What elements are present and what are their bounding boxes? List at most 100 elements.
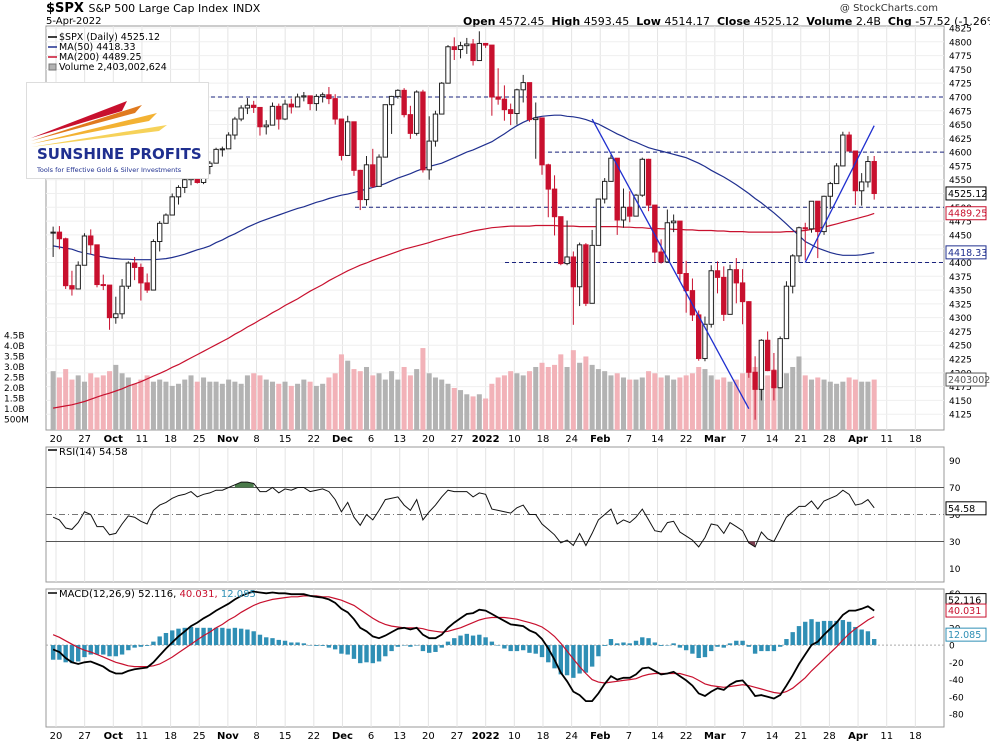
candle-body — [376, 156, 382, 187]
candle-body — [865, 161, 871, 183]
x-tick-label: 11 — [136, 731, 149, 742]
x-tick-label: 14 — [651, 731, 664, 742]
x-tick-label: 21 — [794, 434, 807, 445]
macd-histogram-bar — [364, 645, 369, 663]
x-tick-label: 6 — [368, 731, 374, 742]
volume-bar — [658, 377, 664, 430]
candle-body — [727, 269, 733, 315]
candle-body — [790, 255, 796, 287]
candle-body — [689, 290, 696, 316]
candle-body — [131, 262, 138, 268]
macd-histogram-bar — [358, 645, 363, 664]
volume-bar — [783, 373, 789, 430]
macd-histogram-bar — [489, 641, 495, 646]
volume-bar — [81, 381, 87, 430]
volume-bar — [188, 375, 194, 430]
volume-bar — [620, 377, 626, 430]
macd-histogram-bar — [871, 639, 877, 646]
y-tick-label: 4325 — [949, 300, 972, 310]
volume-bar — [382, 379, 388, 430]
x-tick-label: 27 — [78, 731, 91, 742]
candle-body — [144, 282, 150, 291]
volume-bar — [514, 373, 520, 430]
x-tick-label: 7 — [626, 434, 632, 445]
volume-tag-box — [945, 372, 987, 387]
volume-bar — [389, 371, 395, 430]
volume-bar — [508, 371, 514, 430]
macd-signal-tag: 40.031 — [948, 606, 981, 617]
candle-body — [476, 42, 483, 62]
volume-bar — [407, 375, 413, 430]
low-value: 4514.17 — [664, 15, 710, 28]
volume-bar — [307, 381, 313, 430]
y-tick-label: 4825 — [949, 25, 972, 35]
volume-bar — [696, 366, 702, 430]
macd-histogram-bar — [301, 643, 307, 646]
y-tick-label: 4350 — [949, 287, 972, 297]
candle-body — [576, 244, 583, 288]
macd-histogram-bar — [865, 631, 871, 646]
volume-bar — [859, 381, 865, 430]
trend-lines — [591, 118, 875, 409]
volume-bar — [238, 383, 244, 430]
volume-bar — [426, 373, 432, 430]
macd-tag: 52.116 — [948, 596, 981, 607]
macd-histogram-bar — [464, 633, 469, 646]
macd-histogram-bar — [577, 645, 582, 674]
y-tick-label: 4275 — [949, 328, 972, 338]
macd-histogram-bar — [226, 628, 231, 646]
candle-body — [871, 161, 877, 195]
volume-bar — [646, 371, 652, 430]
macd-histogram-bar — [195, 627, 200, 646]
x-tick-label: 18 — [164, 434, 177, 445]
volume-bar — [370, 375, 376, 430]
candle-body — [457, 45, 464, 51]
volume-bar — [163, 381, 169, 430]
volume-bar — [627, 379, 633, 430]
volume-bar — [276, 383, 282, 430]
candle-body — [771, 370, 777, 389]
macd-histogram-bar — [658, 645, 664, 646]
volume-bar — [589, 364, 595, 430]
x-tick-label: Nov — [217, 731, 239, 742]
macd-histogram-bar — [257, 634, 263, 646]
volume-bar — [746, 369, 752, 430]
volume-bar — [520, 375, 526, 430]
volume-bar — [652, 373, 658, 430]
macd-signal-line — [52, 595, 875, 695]
candle-body — [269, 105, 276, 126]
volume-bar — [263, 379, 269, 430]
volume-bar — [458, 390, 464, 430]
volume-tick-label: 4.5B — [4, 331, 25, 341]
candle-body — [219, 148, 226, 151]
macd-histogram-bar — [608, 639, 614, 646]
x-tick-label: 7 — [740, 434, 746, 445]
macd-histogram-bar — [709, 645, 714, 652]
macd-histogram-bar — [627, 643, 632, 646]
legend-volume: Volume 2,403,002,624 — [59, 62, 167, 73]
candle-body — [288, 103, 294, 108]
candle-body — [645, 158, 652, 206]
candle-body — [88, 235, 94, 246]
rsi-overbought-fill — [234, 482, 254, 488]
high-label: High — [551, 15, 581, 28]
candle-body — [752, 371, 758, 390]
macd-tick-label: -20 — [949, 659, 964, 669]
volume-bar — [414, 369, 420, 430]
candle-body — [225, 134, 232, 150]
last-price-tag-box — [945, 186, 987, 201]
macd-histogram-bar — [94, 645, 100, 655]
volume-bar — [213, 381, 219, 430]
x-tick-label: 22 — [680, 434, 693, 445]
y-tick-label: 4175 — [949, 383, 972, 393]
volume-bar — [119, 373, 125, 430]
high-value: 4593.45 — [583, 15, 630, 28]
macd-histogram-bar — [238, 628, 244, 646]
candle-body — [821, 195, 827, 233]
candle-body — [125, 262, 132, 287]
ma50-tag-box — [945, 245, 987, 260]
volume-bar — [802, 375, 808, 430]
y-tick-label: 4475 — [949, 218, 972, 228]
candle-body — [401, 89, 407, 116]
macd-histogram-bar — [119, 645, 125, 655]
